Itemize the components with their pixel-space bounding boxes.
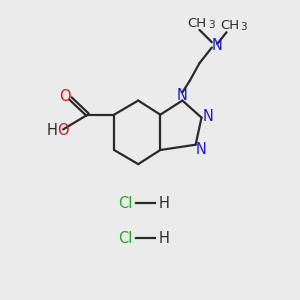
Text: O: O bbox=[59, 88, 70, 104]
Text: N: N bbox=[202, 109, 213, 124]
Text: CH: CH bbox=[220, 19, 239, 32]
Text: H: H bbox=[159, 231, 170, 246]
Text: N: N bbox=[177, 88, 188, 103]
Text: 3: 3 bbox=[240, 22, 247, 32]
Text: H: H bbox=[46, 123, 57, 138]
Text: 3: 3 bbox=[208, 20, 214, 30]
Text: CH: CH bbox=[187, 17, 206, 30]
Text: Cl: Cl bbox=[118, 196, 132, 211]
Text: O: O bbox=[57, 123, 68, 138]
Text: Cl: Cl bbox=[118, 231, 132, 246]
Text: N: N bbox=[212, 38, 223, 53]
Text: N: N bbox=[196, 142, 207, 157]
Text: H: H bbox=[159, 196, 170, 211]
